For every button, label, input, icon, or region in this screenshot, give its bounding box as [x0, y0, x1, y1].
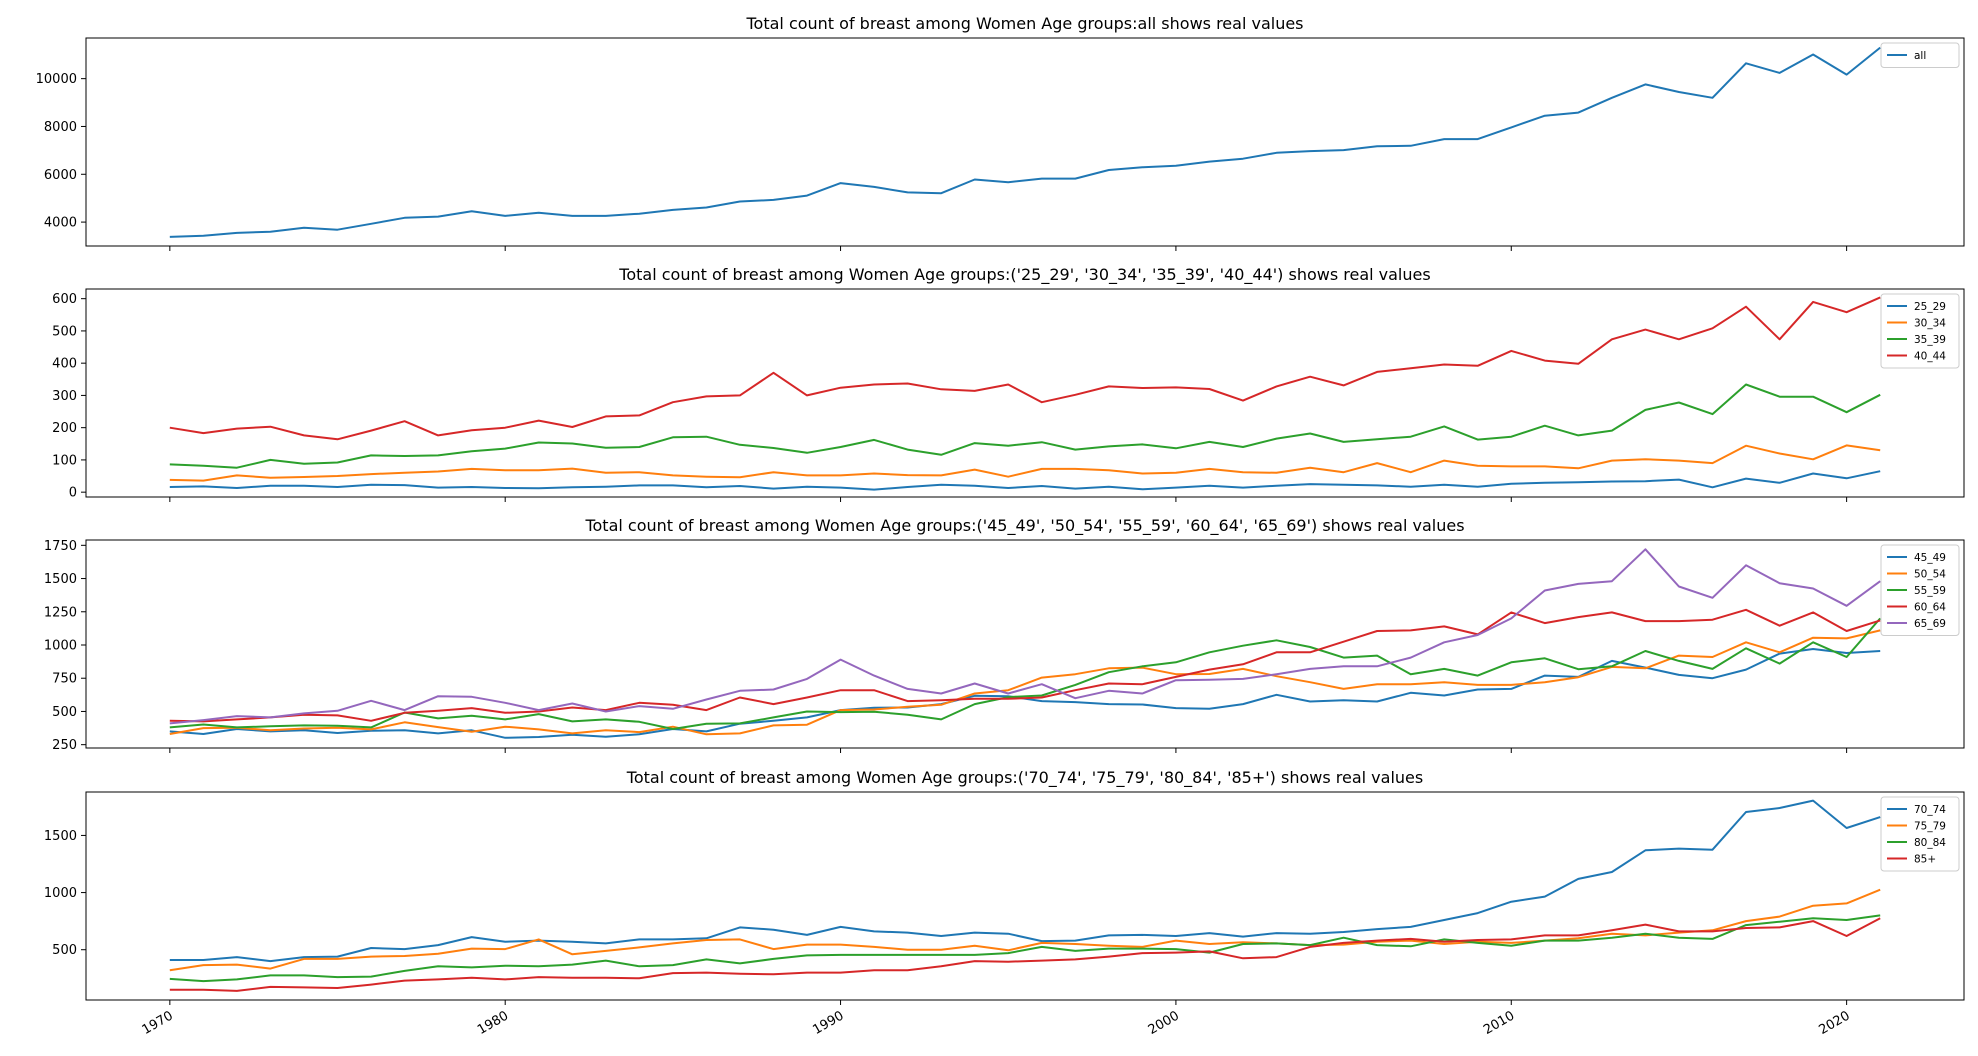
legend-label: 35_39 [1914, 334, 1946, 346]
legend-label: 40_44 [1914, 351, 1946, 363]
legend-label: 60_64 [1914, 602, 1946, 614]
x-tick-label: 2010 [1481, 1008, 1517, 1038]
chart-panel-4: Total count of breast among Women Age gr… [44, 768, 1965, 1005]
plot-frame [85, 539, 1965, 749]
y-tick-label: 500 [52, 705, 77, 720]
series-line-40_44 [169, 296, 1881, 441]
legend-label: 75_79 [1914, 821, 1946, 833]
chart-panel-3: Total count of breast among Women Age gr… [44, 516, 1965, 753]
y-tick-label: 10000 [36, 72, 77, 87]
y-tick-label: 6000 [44, 168, 77, 183]
chart-panel-2: Total count of breast among Women Age gr… [52, 265, 1965, 502]
y-tick-label: 100 [52, 453, 77, 468]
series-line-85+ [169, 917, 1881, 992]
chart-title: Total count of breast among Women Age gr… [626, 768, 1423, 788]
series-line-70_74 [169, 799, 1881, 963]
x-tick-label: 1970 [140, 1008, 176, 1038]
plot-frame [85, 37, 1965, 247]
series-line-65_69 [169, 548, 1881, 725]
x-tick-label: 2020 [1816, 1008, 1852, 1038]
series-line-50_54 [169, 629, 1881, 736]
series-line-75_79 [169, 888, 1881, 972]
legend: all [1880, 42, 1960, 68]
legend-label: 50_54 [1914, 569, 1946, 581]
chart-panel-1: Total count of breast among Women Age gr… [36, 14, 1965, 251]
legend: 45_49 50_54 55_59 60_64 65_69 [1880, 544, 1960, 636]
legend-label: 65_69 [1914, 618, 1946, 630]
series-line-80_84 [169, 914, 1881, 983]
y-tick-label: 400 [52, 357, 77, 372]
y-tick-label: 1250 [44, 605, 77, 620]
y-tick-label: 4000 [44, 216, 77, 231]
y-tick-label: 600 [52, 292, 77, 307]
y-tick-label: 1500 [44, 572, 77, 587]
y-tick-label: 0 [69, 486, 77, 501]
x-tick-label: 2000 [1146, 1008, 1182, 1038]
y-tick-label: 300 [52, 389, 77, 404]
legend-label: 25_29 [1914, 301, 1946, 313]
legend-label: 55_59 [1914, 585, 1946, 597]
plot-frame [85, 791, 1965, 1001]
y-tick-label: 1000 [44, 886, 77, 901]
legend-box [1880, 42, 1960, 68]
series-line-35_39 [169, 383, 1881, 469]
legend-label: 85+ [1914, 854, 1936, 866]
chart-title: Total count of breast among Women Age gr… [745, 14, 1303, 33]
legend-label: 30_34 [1914, 318, 1946, 330]
y-tick-label: 200 [52, 421, 77, 436]
y-tick-label: 1500 [44, 829, 77, 844]
series-line-55_59 [169, 617, 1881, 730]
y-tick-label: 1750 [44, 539, 77, 554]
legend-box [1880, 796, 1960, 872]
y-tick-label: 250 [52, 738, 77, 753]
y-tick-label: 1000 [44, 638, 77, 653]
y-tick-label: 500 [52, 324, 77, 339]
y-tick-label: 8000 [44, 120, 77, 135]
series-line-25_29 [169, 470, 1881, 491]
legend-label: 80_84 [1914, 837, 1946, 849]
chart-title: Total count of breast among Women Age gr… [618, 265, 1430, 285]
legend-box [1880, 293, 1960, 369]
x-axis-tick-labels: 1970 1980 1990 2000 2010 2020 [140, 1008, 1853, 1038]
series-line-all [169, 46, 1881, 238]
y-tick-label: 750 [52, 672, 77, 687]
chart-title: Total count of breast among Women Age gr… [584, 516, 1464, 536]
legend: 25_29 30_34 35_39 40_44 [1880, 293, 1960, 369]
x-tick-label: 1990 [810, 1008, 846, 1038]
legend: 70_74 75_79 80_84 85+ [1880, 796, 1960, 872]
x-tick-label: 1980 [475, 1008, 511, 1038]
legend-box [1880, 544, 1960, 636]
series-line-60_64 [169, 608, 1881, 723]
legend-label: 70_74 [1914, 804, 1946, 816]
plot-frame [85, 288, 1965, 498]
y-tick-label: 500 [52, 943, 77, 958]
legend-label: 45_49 [1914, 552, 1946, 564]
series-line-30_34 [169, 444, 1881, 482]
legend-label: all [1914, 50, 1926, 62]
